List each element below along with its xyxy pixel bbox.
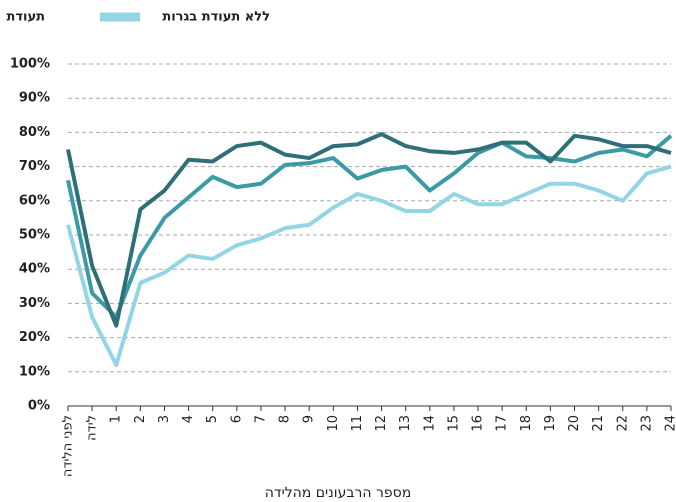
x-tick-label: 7: [253, 415, 268, 423]
x-tick-label: 11: [350, 415, 365, 432]
x-tick-label: 10: [326, 415, 341, 432]
y-tick-label: 10%: [19, 364, 50, 379]
x-tick-label: 12: [374, 415, 389, 432]
y-tick-label: 80%: [19, 125, 50, 140]
x-tick-label: 21: [591, 415, 606, 432]
x-tick-label: 2: [133, 415, 148, 423]
y-tick-label: 60%: [19, 193, 50, 208]
x-tick-label: 14: [422, 415, 437, 432]
series-line: [66, 134, 673, 320]
x-tick-label: 16: [471, 415, 486, 432]
y-tick-label: 20%: [19, 330, 50, 345]
y-tick-label: 0%: [28, 399, 50, 414]
y-tick-label: 90%: [19, 91, 50, 106]
y-tick-label: 100%: [10, 57, 50, 72]
x-tick-label: 4: [181, 415, 196, 423]
x-tick-label: 13: [398, 415, 413, 432]
x-tick-label: 8: [278, 415, 293, 423]
series-line: [66, 164, 672, 367]
x-tick-label: 17: [495, 415, 510, 432]
series-line: [66, 132, 672, 328]
y-tick-label: 50%: [19, 228, 50, 243]
x-axis-title: מספר הרבעונים מהלידה: [265, 485, 411, 501]
x-tick-label: 20: [567, 415, 582, 432]
x-tick-label: 23: [639, 415, 654, 432]
legend-label: ללא תעודת בגרות: [162, 10, 270, 25]
x-tick-label: 6: [229, 415, 244, 423]
x-tick-label: 1: [109, 415, 124, 423]
y-tick-label: 30%: [19, 296, 50, 311]
y-tick-label: 70%: [19, 159, 50, 174]
x-tick-label: לידה: [85, 415, 100, 441]
x-tick-label: 24: [664, 415, 676, 432]
y-tick-label: 40%: [19, 262, 50, 277]
x-tick-label: 5: [205, 415, 220, 423]
x-tick-label: 22: [615, 415, 630, 432]
x-tick-label: 15: [446, 415, 461, 432]
x-tick-label: 9: [302, 415, 317, 423]
legend-label: תעודת: [6, 10, 45, 25]
x-tick-label: 3: [157, 415, 172, 423]
x-tick-label: לפני הלידה: [61, 415, 76, 477]
x-tick-label: 19: [543, 415, 558, 432]
x-tick-label: 18: [519, 415, 534, 432]
